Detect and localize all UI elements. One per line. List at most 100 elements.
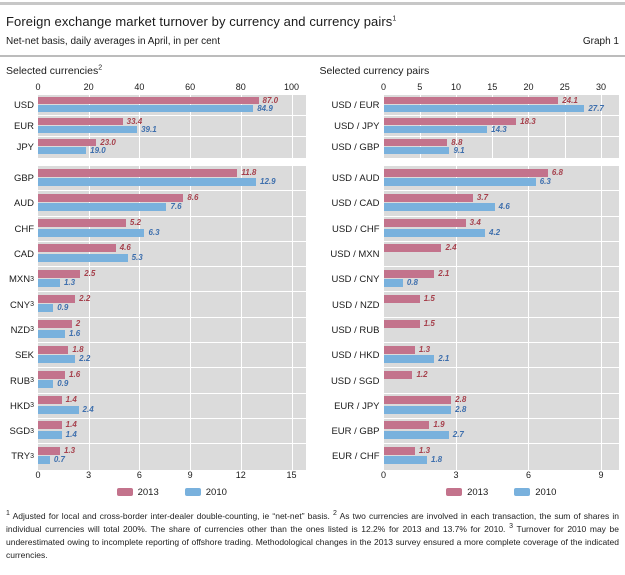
- bar-track: 1.4 2.4: [38, 393, 306, 419]
- gridline: [528, 418, 530, 444]
- axis-tick-area: 0 3 6 9 12 15: [35, 469, 306, 483]
- bar-track: 18.3 14.3: [383, 116, 619, 137]
- bar-track: 2 1.6: [38, 317, 306, 344]
- value-label-2013: 6.8: [551, 167, 563, 177]
- value-label-2010: 0.9: [57, 379, 69, 389]
- value-label-2013: 1.3: [63, 445, 76, 455]
- bar-track: 2.2 0.9: [38, 292, 306, 318]
- category-label-text: RUB: [10, 375, 31, 387]
- gridline: [291, 241, 293, 267]
- bar-2013: [38, 118, 123, 125]
- gridline: [240, 418, 242, 444]
- category-label-text: EUR / GBP: [331, 426, 380, 438]
- bar-2013: [383, 244, 442, 253]
- category-label-text: CAD: [13, 249, 34, 261]
- gridline: [455, 418, 457, 444]
- value-label-2013: 1.4: [65, 420, 77, 430]
- category-band: USD / RUB 1.5: [320, 317, 619, 344]
- legend-item-2010: 2010: [184, 487, 227, 498]
- bar-2013: [38, 446, 60, 455]
- bar-2013: [38, 97, 259, 104]
- footnote-marker-2: 2: [333, 509, 337, 517]
- bar-2010: [38, 147, 87, 154]
- value-label-2010: 4.6: [498, 202, 510, 212]
- bar-2010: [38, 456, 50, 465]
- value-label-2013: 8.8: [451, 138, 463, 147]
- category-label-text: USD / CAD: [331, 198, 380, 210]
- category-label: USD / CHF: [320, 217, 384, 242]
- value-label-2013: 1.3: [418, 445, 431, 455]
- bar-track: 1.3 0.7: [38, 444, 306, 470]
- axis-tick-area: 0 5 10 15 20 25 30: [380, 82, 620, 95]
- value-label-2010: 1.4: [65, 429, 77, 439]
- gridline: [240, 267, 242, 292]
- tick-label: 9: [187, 469, 193, 480]
- bar-track: 23.0 19.0: [38, 137, 306, 158]
- subtitle: Net-net basis, daily averages in April, …: [6, 36, 220, 47]
- category-band: USD / CAD 3.7 4.6: [320, 191, 619, 217]
- gridline: [139, 343, 141, 368]
- category-band: CHF 5.2 6.3: [6, 216, 306, 242]
- gridline: [291, 95, 293, 115]
- category-label: USD / RUB: [320, 318, 384, 343]
- value-label-2013: 1.3: [418, 344, 431, 354]
- gridline: [492, 137, 494, 158]
- bar-2010: [38, 329, 66, 338]
- value-label-2013: 1.6: [69, 369, 81, 379]
- legend-item-2010: 2010: [514, 487, 556, 498]
- category-band: RUB 3 1.6 0.9: [6, 368, 306, 394]
- axis-tick-area: 0 3 6 9: [381, 470, 620, 483]
- gridline: [190, 418, 192, 444]
- bar-2010: [383, 228, 485, 237]
- tick-label: 10: [450, 82, 461, 92]
- gridline: [88, 267, 90, 292]
- value-label-2010: 19.0: [90, 146, 106, 155]
- value-label-2010: 6.3: [148, 227, 160, 237]
- category-label-text: USD / JPY: [334, 121, 380, 132]
- category-label: JPY: [6, 137, 38, 158]
- bar-2010: [383, 105, 585, 112]
- value-label-2010: 1.6: [69, 328, 81, 338]
- gridline: [88, 137, 90, 158]
- gridline: [291, 216, 293, 241]
- bar-2010: [38, 380, 54, 389]
- footnotes: 1 Adjusted for local and cross-border in…: [6, 510, 619, 563]
- bar-2013: [383, 320, 420, 329]
- bar-2010: [38, 228, 145, 237]
- gridline: [291, 191, 293, 216]
- gridline: [240, 191, 242, 216]
- gridline: [240, 137, 242, 158]
- legend-swatch-2010: [514, 488, 531, 497]
- right-column: 0 5 10 15 20 25 30 USD / EUR 24.1 27.7 USD / JPY 18…: [320, 82, 620, 500]
- value-label-2013: 11.8: [241, 167, 257, 177]
- tick-label: 0: [380, 82, 387, 92]
- bar-track: 6.8 6.3: [383, 166, 619, 192]
- value-label-2010: 84.9: [257, 104, 273, 113]
- bar-2013: [383, 370, 413, 379]
- bar-2010: [38, 126, 138, 133]
- tick-label: 25: [559, 82, 570, 92]
- gridline: [291, 116, 293, 136]
- category-band: JPY 23.0 19.0: [6, 137, 306, 158]
- bar-2010: [383, 178, 536, 186]
- category-label: USD / AUD: [320, 166, 384, 191]
- category-label-text: AUD: [13, 198, 34, 210]
- tick-label: 80: [235, 82, 246, 92]
- gridline: [190, 191, 192, 216]
- gridline: [455, 137, 457, 158]
- page-title: Foreign exchange market turnover by curr…: [6, 5, 619, 32]
- category-label: AUD: [6, 191, 38, 216]
- category-band: EUR 33.4 39.1: [6, 116, 306, 137]
- axis-spacer: [6, 82, 38, 95]
- bar-2013: [383, 118, 517, 125]
- gridline: [88, 292, 90, 317]
- bar-2010: [38, 355, 76, 364]
- gridline: [190, 241, 192, 267]
- category-label-text: MXN: [8, 274, 31, 286]
- gridline: [455, 292, 457, 317]
- tick-label: 100: [283, 82, 300, 92]
- value-label-2010: 2.1: [438, 354, 450, 364]
- gridline: [601, 191, 602, 216]
- bar-2013: [38, 396, 62, 405]
- gridline: [190, 444, 192, 470]
